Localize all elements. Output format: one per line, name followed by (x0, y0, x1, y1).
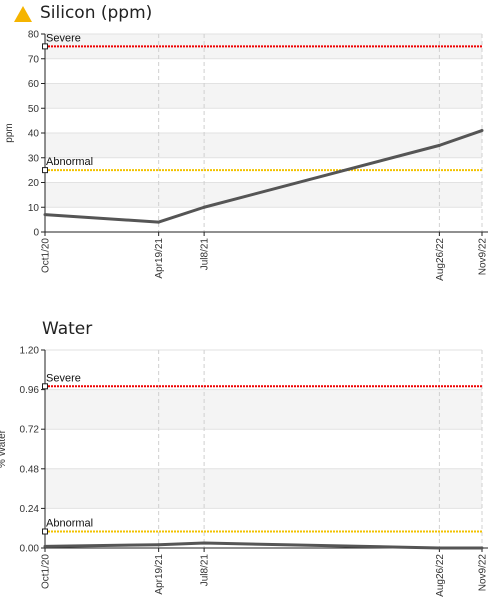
y-tick-label: 0.72 (20, 425, 40, 436)
reference-label-severe: Severe (46, 32, 81, 44)
reference-label-abnormal: Abnormal (46, 518, 93, 530)
data-point (480, 546, 484, 550)
grid-band (45, 389, 482, 430)
x-tick-label: Jul8/21 (200, 238, 211, 271)
y-tick-label: 30 (28, 153, 40, 164)
data-point (437, 546, 441, 550)
y-tick-label: 40 (28, 129, 40, 140)
grid-band (45, 182, 482, 208)
data-point (480, 129, 484, 133)
x-tick-label: Apr19/21 (154, 238, 165, 279)
data-point (202, 205, 206, 209)
x-tick-label: Nov9/22 (478, 554, 489, 592)
x-tick-label: Oct1/20 (41, 238, 52, 273)
x-tick-label: Jul8/21 (200, 554, 211, 587)
grid-band (45, 83, 482, 109)
reference-label-severe: Severe (46, 372, 81, 384)
y-tick-label: 0.96 (20, 385, 40, 396)
y-axis-label: ppm (4, 123, 15, 142)
data-point (43, 213, 47, 217)
data-point (43, 544, 47, 548)
grid-band (45, 468, 482, 509)
y-tick-label: 0.24 (20, 504, 40, 515)
chart-title-silicon: Silicon (ppm) (40, 3, 153, 23)
chart-title-water: Water (42, 319, 93, 339)
reference-label-abnormal: Abnormal (46, 156, 93, 168)
y-tick-label: 0 (33, 228, 39, 239)
x-tick-label: Nov9/22 (478, 238, 489, 276)
warning-triangle-icon (14, 6, 32, 22)
y-tick-label: 0.00 (20, 544, 40, 555)
data-point (157, 220, 161, 224)
y-tick-label: 20 (28, 178, 40, 189)
y-tick-label: 80 (28, 30, 40, 41)
x-tick-label: Aug26/22 (435, 554, 446, 597)
y-tick-label: 70 (28, 54, 40, 65)
reference-marker-severe (42, 43, 48, 50)
series-line (44, 541, 482, 550)
x-tick-label: Aug26/22 (435, 238, 446, 281)
y-tick-label: 1.20 (20, 346, 40, 357)
y-axis-label: % Water (0, 429, 8, 468)
y-tick-label: 60 (28, 79, 40, 90)
data-point (437, 143, 441, 147)
reference-marker-severe (42, 383, 48, 390)
y-tick-label: 0.48 (20, 464, 40, 475)
y-tick-label: 50 (28, 104, 40, 115)
silicon-chart: 0 10 20 30 40 50 60 70 80 ppm Oct1/20 Apr19/21 Jul8/… (4, 30, 489, 281)
data-point (157, 543, 161, 547)
x-tick-label: Oct1/20 (41, 554, 52, 589)
data-point (202, 541, 206, 545)
reference-marker-abnormal (42, 528, 48, 535)
x-tick-label: Apr19/21 (154, 554, 165, 595)
y-tick-label: 10 (28, 203, 40, 214)
reference-marker-abnormal (42, 167, 48, 174)
